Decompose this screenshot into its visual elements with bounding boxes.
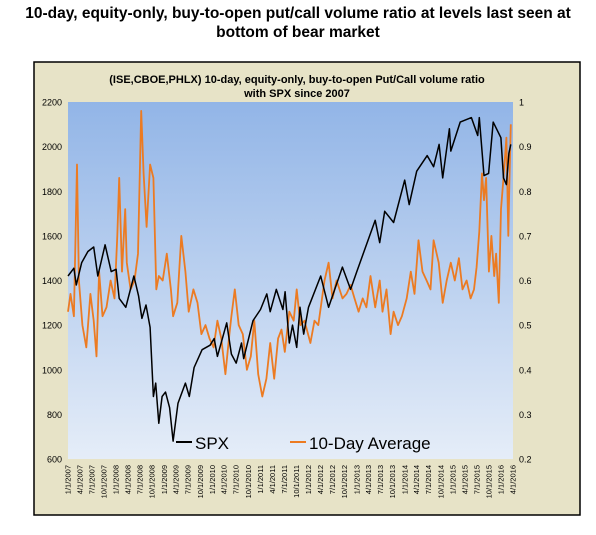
x-axis-tick-label: 10/1/2007	[100, 465, 109, 498]
x-axis-tick-label: 4/1/2011	[268, 465, 277, 494]
x-axis-tick-label: 10/1/2012	[340, 465, 349, 498]
left-axis-tick-label: 1600	[42, 231, 62, 241]
x-axis-tick-label: 1/1/2015	[448, 465, 457, 494]
x-axis-tick-label: 7/1/2007	[87, 465, 96, 494]
x-axis-tick-label: 7/1/2012	[328, 465, 337, 494]
x-axis-tick-label: 7/1/2011	[280, 465, 289, 494]
x-axis-tick-label: 4/1/2008	[124, 465, 133, 494]
right-axis-tick-label: 0.7	[519, 231, 532, 241]
x-axis-tick-label: 7/1/2015	[472, 465, 481, 494]
x-axis-tick-label: 10/1/2013	[388, 465, 397, 498]
left-axis-tick-label: 1200	[42, 321, 62, 331]
x-axis-tick-label: 7/1/2010	[232, 465, 241, 494]
plot-area	[68, 102, 513, 459]
right-axis-tick-label: 0.3	[519, 410, 532, 420]
x-axis-tick-label: 4/1/2007	[75, 465, 84, 494]
x-axis-tick-label: 4/1/2016	[509, 465, 518, 494]
spx-line	[67, 116, 512, 442]
x-axis-tick-label: 4/1/2014	[412, 465, 421, 494]
right-axis-tick-label: 0.8	[519, 187, 532, 197]
x-axis-tick-label: 10/1/2010	[244, 465, 253, 498]
x-axis-tick-label: 1/1/2010	[208, 465, 217, 494]
x-axis-tick-label: 1/1/2007	[64, 465, 73, 494]
right-axis-tick-label: 0.9	[519, 142, 532, 152]
right-axis-tick-label: 0.6	[519, 276, 532, 286]
left-axis-tick-label: 1400	[42, 276, 62, 286]
x-axis-tick-label: 10/1/2009	[196, 465, 205, 498]
x-axis-tick-label: 7/1/2009	[184, 465, 193, 494]
x-axis-tick-label: 10/1/2015	[484, 465, 493, 498]
x-axis-tick-label: 4/1/2010	[220, 465, 229, 494]
x-axis-tick-label: 7/1/2013	[376, 465, 385, 494]
ratio-10day-line	[67, 110, 512, 398]
left-axis-tick-label: 600	[47, 455, 62, 465]
left-axis-tick-label: 1000	[42, 365, 62, 375]
right-axis-tick-label: 0.2	[519, 455, 532, 465]
x-axis-tick-label: 1/1/2014	[400, 465, 409, 494]
x-axis-tick-label: 4/1/2009	[172, 465, 181, 494]
headline: 10-day, equity-only, buy-to-open put/cal…	[25, 5, 571, 41]
x-axis-tick-label: 1/1/2013	[352, 465, 361, 494]
x-axis-tick-label: 1/1/2009	[160, 465, 169, 494]
legend-label-ratio: 10-Day Average	[309, 434, 431, 453]
x-axis-tick-label: 10/1/2014	[436, 465, 445, 498]
x-axis-tick-label: 4/1/2013	[364, 465, 373, 494]
legend: SPX 10-Day Average	[176, 434, 431, 453]
right-axis-tick-label: 1	[519, 98, 524, 108]
x-axis-tick-label: 1/1/2008	[112, 465, 121, 494]
left-axis-tick-label: 1800	[42, 187, 62, 197]
x-axis-tick-label: 4/1/2012	[316, 465, 325, 494]
x-axis-tick-label: 1/1/2016	[497, 465, 506, 494]
x-axis-tick-label: 7/1/2014	[424, 465, 433, 494]
x-axis-tick-label: 4/1/2015	[460, 465, 469, 494]
series-layer	[67, 110, 512, 442]
left-axis-tick-label: 2000	[42, 142, 62, 152]
x-axis-tick-label: 7/1/2008	[136, 465, 145, 494]
x-axis-tick-label: 10/1/2008	[148, 465, 157, 498]
right-axis-ticks: 0.2 0.3 0.4 0.5 0.6 0.7 0.8 0.9 1	[519, 98, 532, 465]
x-axis-ticks: 1/1/2007 4/1/2007 7/1/2007 10/1/2007 1/1/200…	[64, 465, 518, 498]
left-axis-tick-label: 800	[47, 410, 62, 420]
x-axis-tick-label: 1/1/2011	[256, 465, 265, 494]
left-axis-ticks: 600 800 1000 1200 1400 1600 1800 2000 2200	[42, 98, 62, 465]
legend-label-spx: SPX	[195, 434, 229, 453]
right-axis-tick-label: 0.4	[519, 365, 532, 375]
x-axis-tick-label: 10/1/2011	[292, 465, 301, 498]
x-axis-tick-label: 1/1/2012	[304, 465, 313, 494]
left-axis-tick-label: 2200	[42, 98, 62, 108]
chart-subtitle: with SPX since 2007	[243, 88, 350, 100]
chart-title: (ISE,CBOE,PHLX) 10-day, equity-only, buy…	[109, 74, 485, 86]
right-axis-tick-label: 0.5	[519, 321, 532, 331]
